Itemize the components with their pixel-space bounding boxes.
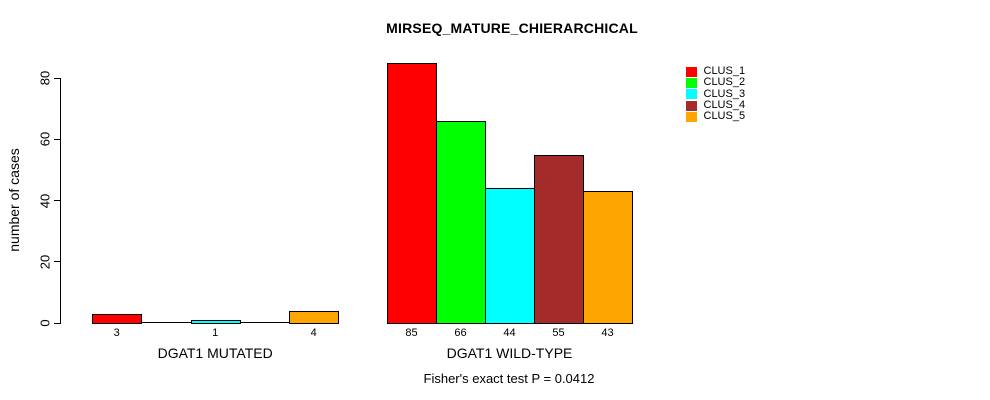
bar-value-label: 4 (310, 327, 317, 339)
legend-row: CLUS_1 (686, 66, 745, 77)
y-tick-mark (54, 322, 61, 324)
y-tick-mark (54, 261, 61, 263)
x-category-label: DGAT1 MUTATED (157, 345, 273, 361)
bar-value-label: 85 (405, 327, 418, 339)
legend-label: CLUS_2 (703, 76, 746, 89)
legend-label: CLUS_1 (703, 65, 746, 78)
legend-swatch-icon (686, 66, 697, 77)
bar-clus_1-mutated (92, 313, 143, 324)
legend: CLUS_1 CLUS_2 CLUS_3 CLUS_4 CLUS_5 (686, 66, 745, 122)
bar-value-label: 66 (454, 327, 467, 339)
bar-clus_1-wild-type (387, 62, 437, 324)
y-tick-label: 20 (37, 254, 53, 269)
y-tick-label: 0 (37, 319, 53, 327)
bar-value-label: 55 (552, 327, 565, 339)
bar-clus_5-wild-type (583, 191, 633, 324)
y-tick-mark (54, 200, 61, 201)
y-tick-mark (54, 77, 61, 79)
legend-row: CLUS_4 (686, 100, 745, 111)
y-axis-label: number of cases (6, 148, 22, 252)
bar-value-label: 1 (212, 327, 219, 339)
legend-label: CLUS_3 (703, 87, 746, 100)
bar-clus_3-mutated (190, 319, 241, 324)
bar-value-label: 44 (503, 327, 516, 339)
legend-row: CLUS_5 (686, 111, 745, 122)
bar-value-label: 43 (601, 327, 614, 339)
legend-swatch-icon (686, 89, 697, 100)
bar-clus_4-wild-type (534, 154, 584, 324)
bar-clus_3-wild-type (485, 188, 535, 324)
y-tick-label: 60 (37, 132, 53, 147)
legend-swatch-icon (686, 77, 697, 88)
legend-swatch-icon (686, 111, 697, 122)
bar-clus_2-wild-type (436, 120, 486, 324)
caption: Fisher's exact test P = 0.0412 (423, 371, 595, 386)
bar-clus_5-mutated (289, 310, 340, 324)
legend-row: CLUS_2 (686, 77, 745, 88)
legend-swatch-icon (686, 100, 697, 111)
y-tick-label: 40 (37, 193, 53, 208)
legend-label: CLUS_4 (703, 99, 746, 112)
bar-value-label: 3 (113, 327, 120, 339)
y-tick-mark (54, 138, 61, 140)
y-tick-label: 80 (37, 70, 53, 86)
x-category-label: DGAT1 WILD-TYPE (446, 345, 573, 361)
chart-title: MIRSEQ_MATURE_CHIERARCHICAL (386, 20, 638, 36)
legend-label: CLUS_5 (703, 110, 746, 123)
legend-row: CLUS_3 (686, 87, 746, 100)
